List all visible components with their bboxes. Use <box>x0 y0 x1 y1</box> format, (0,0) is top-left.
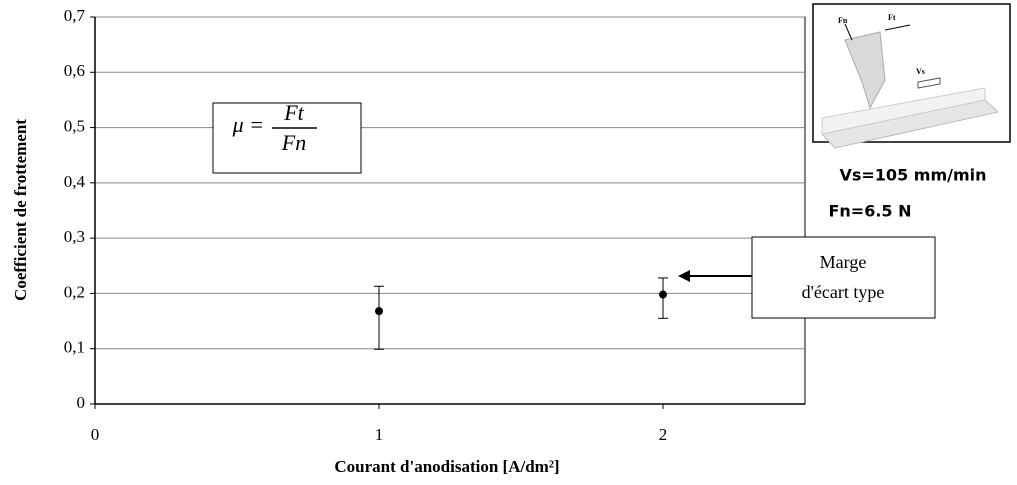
y-tick-label: 0,5 <box>64 116 85 135</box>
inset-label: Vs <box>916 67 925 76</box>
y-tick-label: 0 <box>77 393 86 412</box>
x-tick-label: 2 <box>659 425 668 444</box>
error-note: Marge d'écart type <box>678 236 936 319</box>
y-tick-label: 0,4 <box>64 172 86 191</box>
formula-box: μ = Ft Fn <box>212 100 362 174</box>
y-tick-label: 0,2 <box>64 282 85 301</box>
x-axis-title: Courant d'anodisation [A/dm²] <box>334 457 559 476</box>
y-tick-label: 0,6 <box>64 61 85 80</box>
note-line: d'écart type <box>802 282 885 302</box>
formula-denominator: Fn <box>281 130 306 155</box>
inset-arrow <box>884 24 911 31</box>
inset: Fn Ft Vs <box>812 3 1011 149</box>
note-line: Marge <box>820 252 867 272</box>
inset-tool <box>844 31 886 110</box>
formula-lhs: μ = <box>232 112 264 137</box>
force-note: Fn=6.5 N <box>828 202 911 221</box>
note-arrowhead <box>678 270 690 282</box>
speed-note: Vs=105 mm/min <box>839 166 986 185</box>
formula-frame <box>212 102 362 174</box>
y-tick-label: 0,7 <box>64 6 86 25</box>
y-axis-title: Coefficient de frottement <box>11 119 30 301</box>
point <box>659 290 667 299</box>
inset-label: Ft <box>888 13 896 22</box>
formula-numerator: Ft <box>283 100 304 125</box>
point <box>375 307 383 316</box>
inset-plate-top <box>821 87 986 135</box>
y-tick-label: 0,3 <box>64 227 85 246</box>
y-tick-label: 0,1 <box>64 338 85 357</box>
inset-label: Fn <box>838 16 848 25</box>
x-tick-label: 0 <box>91 425 100 444</box>
note-frame <box>751 236 936 319</box>
inset-arrow <box>844 23 853 41</box>
plot-frame <box>94 16 806 405</box>
inset-arrow <box>917 77 941 89</box>
x-tick-label: 1 <box>375 425 384 444</box>
